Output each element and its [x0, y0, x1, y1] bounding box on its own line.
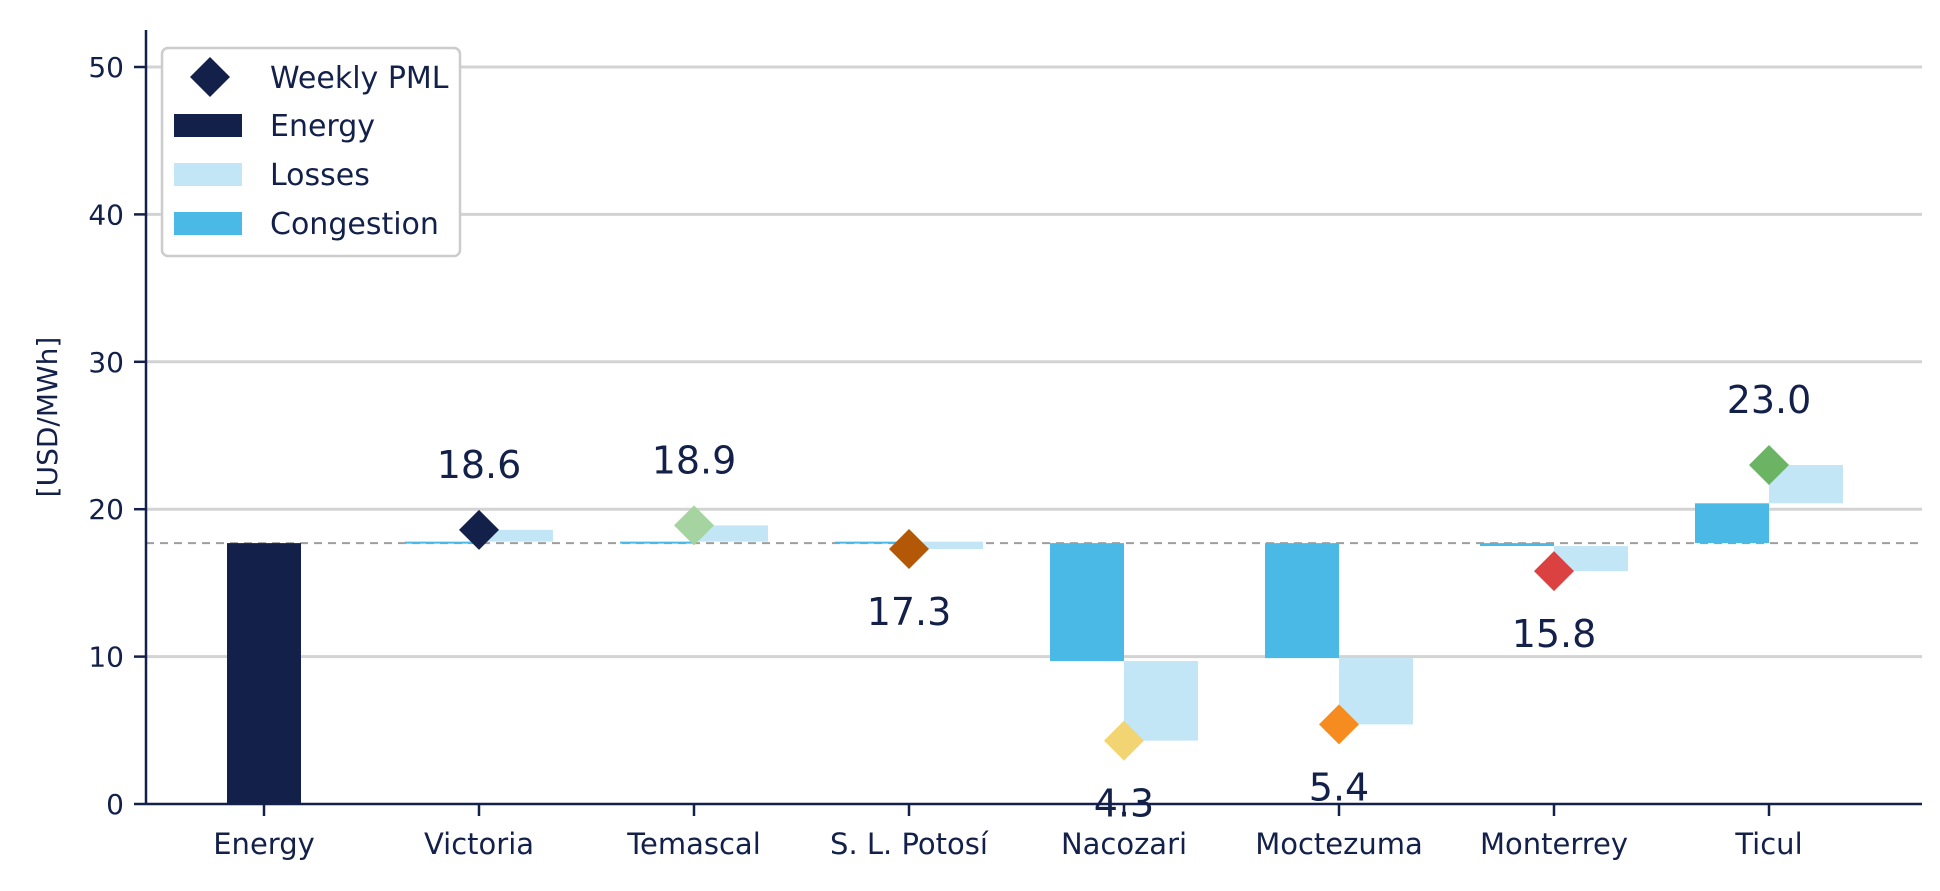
y-axis-title: [USD/MWh]: [31, 337, 64, 498]
x-tick-label: Monterrey: [1480, 827, 1628, 861]
axes: [144, 30, 1922, 806]
bar-congestion: [1480, 543, 1554, 547]
bar-congestion: [620, 541, 694, 544]
pml-marker: [1534, 551, 1574, 592]
x-tick-label: Energy: [213, 827, 315, 861]
legend-label-congestion: Congestion: [270, 207, 439, 242]
bars-layer: [227, 464, 1843, 804]
pml-data-label: 18.9: [652, 438, 737, 482]
pml-data-label: 17.3: [867, 590, 952, 634]
pml-marker: [459, 509, 499, 550]
bar-losses: [909, 541, 983, 549]
legend-label-losses: Losses: [270, 158, 370, 193]
pml-data-label: 23.0: [1727, 378, 1812, 422]
pml-data-label: 5.4: [1309, 765, 1369, 809]
bar-losses: [1339, 658, 1413, 725]
legend-label-energy: Energy: [270, 109, 375, 144]
y-tick-label: 50: [88, 51, 124, 84]
bar-losses: [1124, 661, 1198, 741]
x-tick-label: Temascal: [626, 827, 761, 861]
pml-marker: [1319, 704, 1359, 745]
legend-swatch-losses: [174, 163, 242, 186]
y-tick-label: 0: [106, 788, 124, 821]
y-tick-label: 20: [88, 493, 124, 526]
bar-congestion: [835, 541, 909, 544]
pml-data-label: 18.6: [437, 443, 522, 487]
x-tick-label: Nacozari: [1061, 827, 1187, 861]
pml-marker: [1749, 444, 1789, 485]
x-tick-label: Ticul: [1734, 827, 1802, 861]
bar-congestion: [1265, 543, 1339, 659]
pml-marker: [1104, 720, 1144, 761]
pml-marker: [674, 505, 714, 546]
bar-losses: [694, 525, 768, 542]
legend-label-pml: Weekly PML: [270, 61, 449, 96]
legend-swatch-congestion: [174, 212, 242, 235]
bar-congestion: [1695, 503, 1769, 544]
bar-losses: [479, 529, 553, 542]
y-tick-label: 10: [88, 641, 124, 674]
pml-data-label: 4.3: [1094, 782, 1154, 826]
bar-congestion: [405, 541, 479, 544]
bar-congestion: [1050, 543, 1124, 662]
ticks-layer: 0 10 20 30 40 50 Energy Victoria Temascal S. L. P…: [88, 51, 1802, 861]
bar-energy: [227, 543, 301, 804]
pml-data-label: 15.8: [1512, 612, 1597, 656]
legend-frame: [160, 46, 462, 258]
pml-markers-layer: [459, 444, 1789, 761]
y-tick-label: 40: [88, 198, 124, 231]
x-tick-label: Moctezuma: [1255, 827, 1423, 861]
x-tick-label: S. L. Potosí: [830, 827, 989, 861]
pml-marker: [889, 528, 929, 569]
data-labels-layer: 18.6 18.9 17.3 4.3 5.4 15.8 23.0: [437, 378, 1812, 826]
legend: Weekly PML Energy Losses Congestion: [160, 46, 462, 258]
x-tick-label: Victoria: [424, 827, 534, 861]
legend-swatch-energy: [174, 114, 242, 137]
legend-swatch-pml: [190, 57, 230, 97]
y-tick-label: 30: [88, 346, 124, 379]
